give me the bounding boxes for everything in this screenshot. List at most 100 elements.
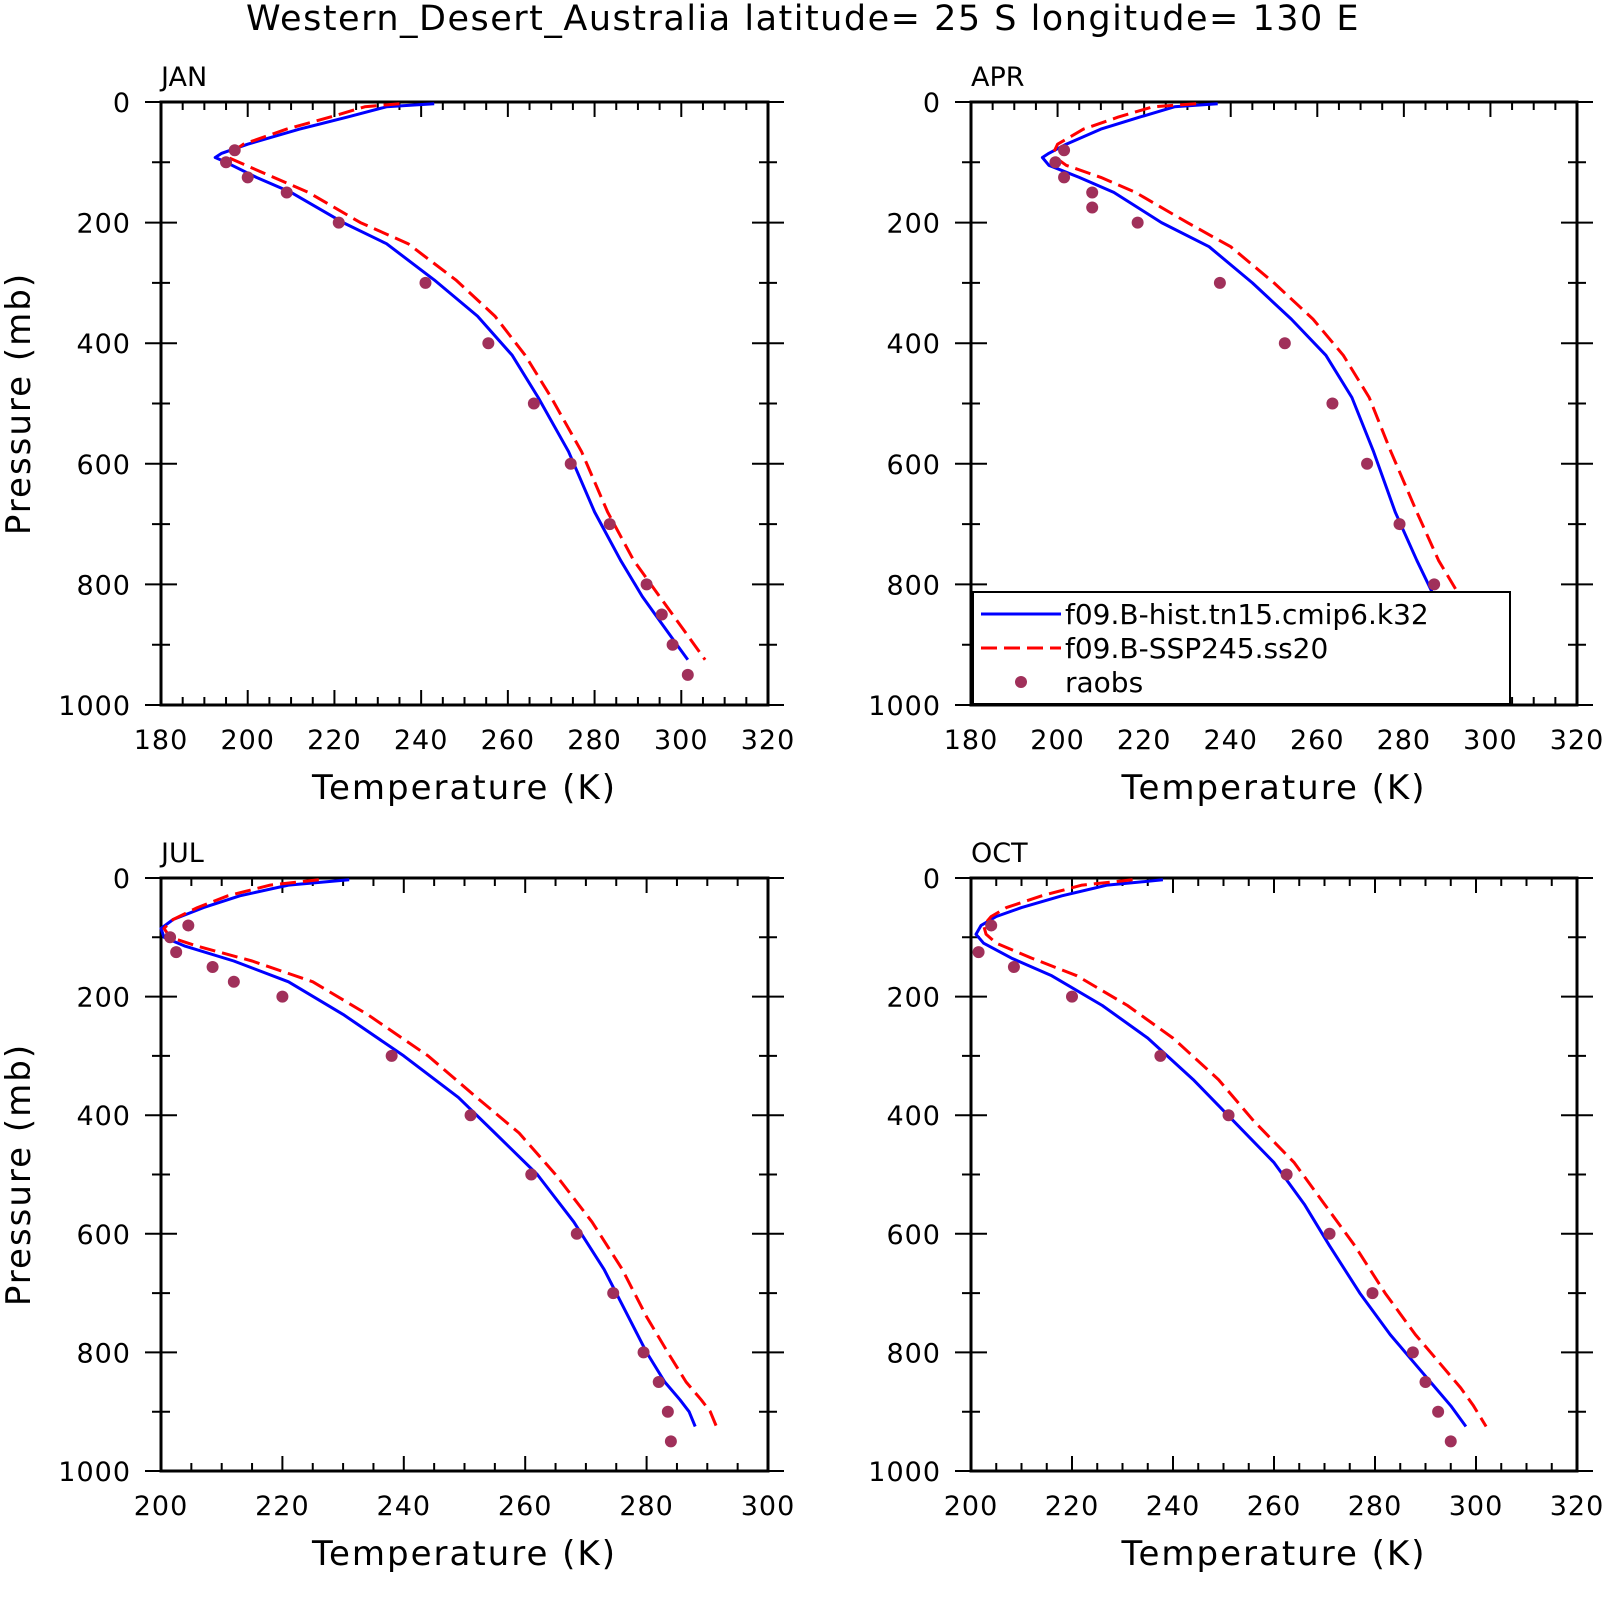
raobs-point xyxy=(652,1376,665,1389)
legend-item-solid: f09.B-hist.tn15.cmip6.k32 xyxy=(981,598,1429,631)
legend-item-marker: raobs xyxy=(1015,666,1143,699)
x-tick-label: 260 xyxy=(498,1491,553,1522)
x-tick-label: 240 xyxy=(377,1491,432,1522)
x-tick-label: 240 xyxy=(394,725,449,756)
raobs-point xyxy=(1007,960,1020,973)
legend-label: f09.B-hist.tn15.cmip6.k32 xyxy=(1065,598,1429,631)
x-axis-title: Temperature (K) xyxy=(1120,1534,1426,1574)
y-tick-label: 1000 xyxy=(58,691,131,722)
y-tick-label: 0 xyxy=(923,88,941,119)
raobs-point xyxy=(1058,171,1071,184)
raobs-point xyxy=(1366,1287,1379,1300)
raobs-point xyxy=(1154,1049,1167,1062)
y-tick-label: 0 xyxy=(113,864,131,895)
y-tick-label: 800 xyxy=(76,570,131,601)
x-tick-label: 180 xyxy=(944,725,999,756)
y-tick-label: 1000 xyxy=(868,691,941,722)
x-tick-label: 220 xyxy=(1045,1491,1100,1522)
y-tick-label: 600 xyxy=(886,450,941,481)
y-tick-label: 400 xyxy=(886,1101,941,1132)
raobs-point xyxy=(276,990,289,1003)
raobs-point xyxy=(972,946,985,959)
panel-label: JAN xyxy=(159,62,207,93)
x-tick-label: 240 xyxy=(1203,725,1258,756)
y-tick-label: 800 xyxy=(886,570,941,601)
raobs-point xyxy=(681,668,694,681)
raobs-point xyxy=(1361,457,1374,470)
x-tick-label: 260 xyxy=(1290,725,1345,756)
y-axis-title: Pressure (mb) xyxy=(0,272,39,535)
x-tick-label: 260 xyxy=(481,725,536,756)
hist-line xyxy=(974,878,1468,1428)
raobs-point xyxy=(1280,1168,1293,1181)
y-tick-label: 1000 xyxy=(868,1457,941,1488)
raobs-point xyxy=(182,919,195,932)
x-axis-title: Temperature (K) xyxy=(1120,768,1426,808)
raobs-point xyxy=(603,518,616,531)
x-tick-label: 280 xyxy=(1377,725,1432,756)
raobs-point xyxy=(527,397,540,410)
y-tick-label: 400 xyxy=(76,329,131,360)
raobs-point xyxy=(1066,990,1078,1003)
x-tick-label: 320 xyxy=(1550,1491,1605,1522)
y-tick-label: 400 xyxy=(886,329,941,360)
raobs-point xyxy=(1326,397,1339,410)
panel-label: OCT xyxy=(971,838,1028,869)
raobs-point xyxy=(228,144,241,157)
y-tick-label: 800 xyxy=(886,1338,941,1369)
x-tick-label: 220 xyxy=(307,725,362,756)
plot-frame xyxy=(969,876,1579,1473)
x-axis-title: Temperature (K) xyxy=(311,1534,617,1574)
x-tick-label: 300 xyxy=(654,725,709,756)
y-tick-label: 200 xyxy=(886,209,941,240)
hist-line xyxy=(1040,102,1479,664)
raobs-point xyxy=(220,156,233,169)
raobs-point xyxy=(1049,156,1062,169)
x-tick-label: 300 xyxy=(1463,725,1518,756)
x-tick-label: 260 xyxy=(1247,1491,1302,1522)
raobs-point xyxy=(1131,216,1144,229)
raobs-point xyxy=(482,337,495,350)
legend-label: f09.B-SSP245.ss20 xyxy=(1065,632,1328,665)
legend-marker xyxy=(1015,676,1027,688)
ssp245-line xyxy=(982,878,1488,1428)
y-tick-label: 200 xyxy=(76,209,131,240)
raobs-point xyxy=(1444,1435,1457,1448)
raobs-point xyxy=(206,960,219,973)
y-tick-label: 600 xyxy=(886,1220,941,1251)
raobs-point xyxy=(1222,1109,1235,1122)
hist-line xyxy=(159,878,697,1428)
y-tick-label: 200 xyxy=(886,983,941,1014)
hist-line xyxy=(213,102,690,661)
legend-box xyxy=(972,591,1511,705)
y-tick-label: 400 xyxy=(76,1101,131,1132)
raobs-point xyxy=(1432,1405,1445,1418)
raobs-point xyxy=(1406,1346,1419,1359)
raobs-point xyxy=(1086,186,1099,199)
y-axis-title: Pressure (mb) xyxy=(0,1043,39,1306)
legend: f09.B-hist.tn15.cmip6.k32f09.B-SSP245.ss… xyxy=(972,591,1511,705)
x-tick-label: 280 xyxy=(1348,1491,1403,1522)
x-tick-label: 220 xyxy=(1117,725,1172,756)
y-tick-label: 600 xyxy=(76,450,131,481)
plot-frame xyxy=(159,100,770,707)
raobs-point xyxy=(655,608,668,621)
y-tick-label: 0 xyxy=(113,88,131,119)
panel-apr: APR 180 200 220 240 260 280 300 320 0 200 400 600 800… xyxy=(868,62,1603,808)
raobs-point xyxy=(985,919,998,932)
raobs-point xyxy=(1058,144,1071,157)
raobs-point xyxy=(564,457,577,470)
x-tick-label: 200 xyxy=(220,725,275,756)
x-tick-label: 220 xyxy=(255,1491,310,1522)
x-tick-label: 200 xyxy=(134,1491,189,1522)
raobs-point xyxy=(661,1405,674,1418)
x-tick-label: 280 xyxy=(567,725,622,756)
raobs-point xyxy=(419,276,432,289)
raobs-point xyxy=(1419,1376,1432,1389)
raobs-point xyxy=(525,1168,538,1181)
raobs-point xyxy=(170,946,183,959)
x-tick-label: 320 xyxy=(741,725,796,756)
x-tick-label: 300 xyxy=(741,1491,796,1522)
x-axis-title: Temperature (K) xyxy=(311,768,617,808)
raobs-point xyxy=(1213,276,1226,289)
